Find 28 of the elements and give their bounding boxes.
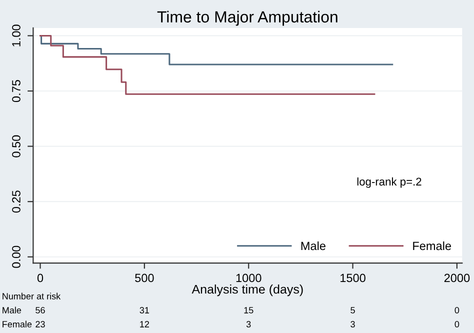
text: 0 (454, 321, 460, 328)
text: 0 (454, 307, 460, 314)
y-tick-label: 0.00 (12, 246, 20, 268)
y-tick-label: 0.50 (12, 135, 20, 158)
text: 5 (350, 307, 355, 314)
text: 15 (244, 307, 254, 314)
y-tick-label: 1.00 (12, 24, 20, 46)
text: 12 (140, 321, 149, 328)
x-tick-label: 1000 (236, 274, 262, 282)
legend-label: Male (301, 241, 326, 250)
text: 3 (350, 321, 355, 328)
y-tick-label: 0.75 (12, 80, 20, 102)
text: Female (2, 320, 32, 328)
chart-title: Time to Major Amputation (157, 10, 338, 26)
legend-label: Female (413, 241, 452, 250)
x-tick-label: 2000 (444, 274, 470, 282)
text: 23 (36, 321, 45, 328)
text: Number at risk (2, 292, 61, 300)
annotation: log-rank p=.2 (357, 177, 422, 188)
text: 56 (36, 307, 45, 314)
x-tick-label: 1500 (340, 274, 366, 282)
x-tick-label: 500 (135, 274, 154, 282)
text: 31 (140, 307, 150, 314)
text: 3 (246, 321, 251, 328)
y-tick-label: 0.25 (12, 190, 20, 213)
x-axis-title: Analysis time (days) (192, 284, 303, 296)
text: Male (2, 306, 22, 314)
x-tick-label: 0 (37, 274, 44, 282)
